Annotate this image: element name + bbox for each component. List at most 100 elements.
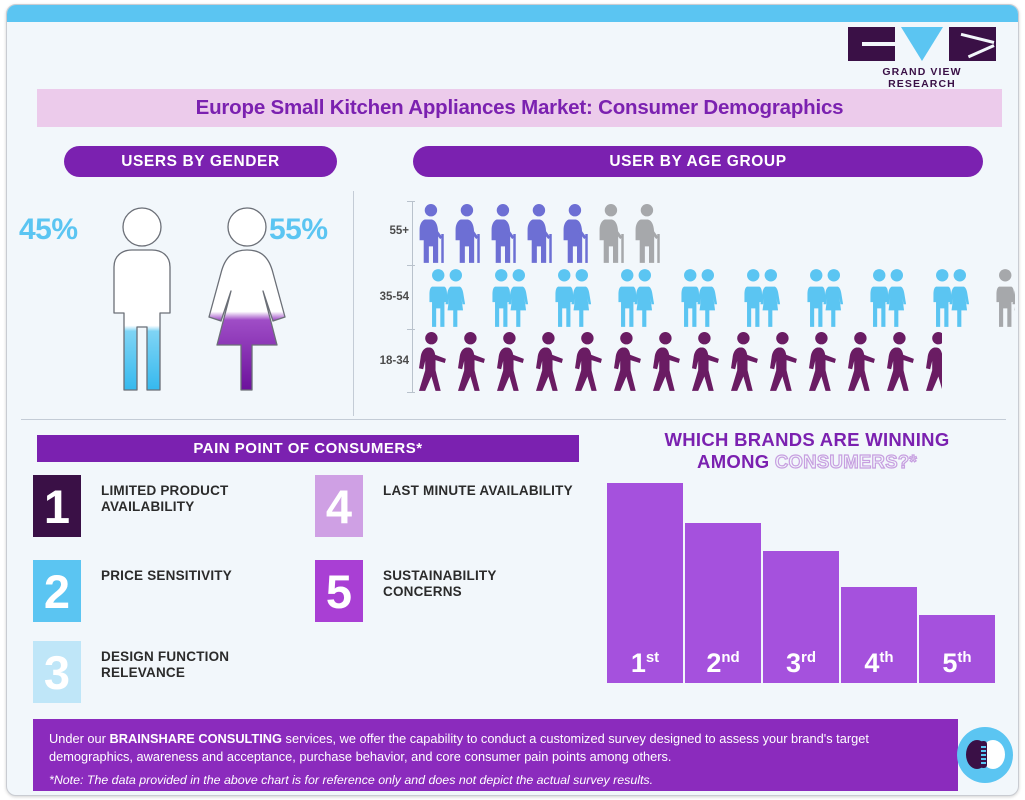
footer-text-post: services, we offer the capability to con… [49,731,869,765]
walking-person-icon [731,332,758,391]
age-label-55plus: 55+ [389,225,409,237]
age-axis-tick [407,201,415,202]
bar-rect[interactable]: 2nd [685,523,761,683]
bar-column: Brand 22nd [685,523,761,703]
bar-column: Brand 55th [919,615,995,703]
elderly-person-icon [419,204,444,263]
age-label-18-34: 18-34 [379,355,409,367]
bar-column: Brand 44th [841,587,917,703]
bar-rank-label: 2nd [706,648,740,678]
age-axis-tick [407,329,415,330]
walking-person-icon [926,332,942,391]
footer-note: *Note: The data provided in the above ch… [49,773,654,788]
logo-letter-g-icon [848,27,895,61]
male-figure-icon [113,207,171,391]
bar-rect[interactable]: 1st [607,483,683,683]
pain-point-label-2: PRICE SENSITIVITY [101,568,232,583]
section-header-user-by-age-group: USER BY AGE GROUP [413,146,983,177]
section-header-pain-points: PAIN POINT OF CONSUMERS* [37,435,579,462]
pain-point-number-1: 1 [33,475,81,537]
elderly-person-icon [599,204,624,263]
female-figure-icon [208,207,286,391]
footer-main-text: Under our BRAINSHARE CONSULTING services… [49,730,942,766]
walking-person-icon [536,332,563,391]
age-chart-axis [412,201,413,393]
pain-point-number-2: 2 [33,560,81,622]
standing-person-icon [555,269,592,327]
logo-letter-v-icon [901,27,943,61]
walking-person-icon [575,332,602,391]
bar-rank-label: 4th [864,648,894,678]
standing-person-icon [807,269,844,327]
age-axis-tick [407,392,415,393]
pain-point-number-3: 3 [33,641,81,703]
bar-rect[interactable]: 3rd [763,551,839,683]
brand-ranking-bar-chart: Brand 11stBrand 22ndBrand 33rdBrand 44th… [607,483,1007,703]
standing-person-icon [618,269,655,327]
age-label-35-54: 35-54 [379,291,409,303]
footer-panel: Under our BRAINSHARE CONSULTING services… [33,719,958,791]
bar-rect[interactable]: 4th [841,587,917,683]
standing-person-icon [744,269,781,327]
top-accent-bar [7,5,1018,22]
walking-person-icon [497,332,524,391]
pain-point-label-4: LAST MINUTE AVAILABILITY [383,483,573,498]
walking-person-icon [614,332,641,391]
bar-column: Brand 11st [607,483,683,703]
pain-point-item: 4 LAST MINUTE AVAILABILITY [315,475,573,537]
standing-person-icon [870,269,907,327]
logo-letter-r-icon [949,27,996,61]
gvr-logo-marks [848,27,996,61]
page-title: Europe Small Kitchen Appliances Market: … [37,89,1002,127]
grand-view-research-logo: GRAND VIEW RESEARCH [848,27,996,90]
section-header-age-label: USER BY AGE GROUP [609,152,787,170]
bar-rank-label: 5th [942,648,972,678]
walking-person-icon [653,332,680,391]
walking-person-icon [809,332,836,391]
standing-person-icon [492,269,529,327]
elderly-person-icon [563,204,588,263]
section-header-gender-label: USERS BY GENDER [121,152,280,170]
pain-point-item: 1 LIMITED PRODUCT AVAILABILITY [33,475,291,537]
elderly-person-icon [635,204,660,263]
elderly-person-icon [455,204,480,263]
walking-person-icon [419,332,446,391]
partial-person-icon [982,267,1015,329]
page-title-text: Europe Small Kitchen Appliances Market: … [195,96,844,119]
horizontal-divider [21,419,1006,420]
pain-point-item: 2 PRICE SENSITIVITY [33,560,232,622]
female-percentage-label: 55% [269,213,328,246]
brand-title-line1: WHICH BRANDS ARE WINNING [664,429,950,450]
pain-header-label: PAIN POINT OF CONSUMERS* [193,440,423,457]
bar-rank-label: 3rd [785,648,817,678]
male-percentage-label: 45% [19,213,78,246]
logo-wordmark: GRAND VIEW RESEARCH [882,66,962,90]
walking-person-icon [458,332,485,391]
standing-person-icon [996,269,1015,327]
age-row-55plus [415,203,1015,265]
vertical-divider [353,191,354,416]
brainshare-spine [980,741,987,768]
brand-title-among: AMONG [697,450,775,472]
elderly-person-icon [491,204,516,263]
walking-person-icon [770,332,797,391]
brainshare-logo-icon [957,727,1013,783]
age-row-18-34 [415,331,1015,393]
infographic-card: GRAND VIEW RESEARCH Europe Small Kitchen… [6,4,1019,796]
walking-person-icon [887,332,914,391]
age-group-chart: 55+ 35-54 18-34 [379,197,1018,402]
walking-person-icon [848,332,875,391]
bar-rect[interactable]: 5th [919,615,995,683]
standing-person-icon [681,269,718,327]
partial-person-icon [922,331,942,393]
walking-person-icon [692,332,719,391]
brand-title-consumers: CONSUMERS?* [774,450,917,472]
age-axis-tick [407,265,415,266]
pain-point-number-4: 4 [315,475,363,537]
elderly-person-icon [527,204,552,263]
pain-point-number-5: 5 [315,560,363,622]
brand-chart-title: WHICH BRANDS ARE WINNING AMONG CONSUMERS… [607,429,1007,473]
section-header-users-by-gender: USERS BY GENDER [64,146,337,177]
bar-rank-label: 1st [630,648,660,678]
